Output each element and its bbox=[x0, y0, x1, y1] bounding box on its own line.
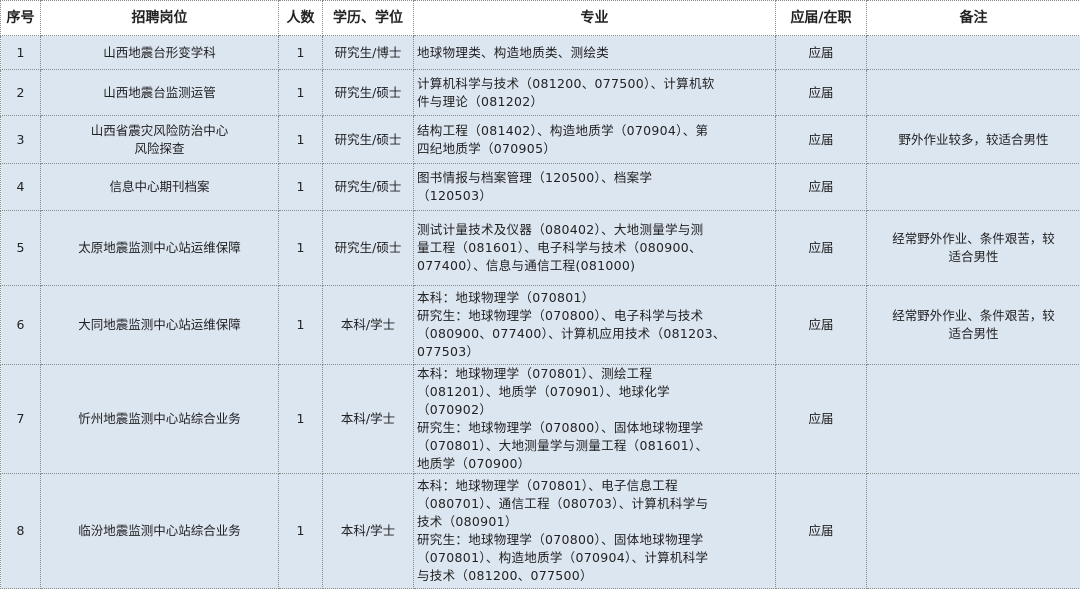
cell-major: 测试计量技术及仪器（080402）、大地测量学与测 量工程（081601）、电子… bbox=[414, 211, 776, 286]
cell-major: 计算机科学与技术（081200、077500）、计算机软 件与理论（081202… bbox=[414, 70, 776, 116]
cell-count: 1 bbox=[279, 116, 323, 164]
cell-status: 应届 bbox=[776, 116, 867, 164]
header-no: 序号 bbox=[1, 1, 41, 36]
cell-status: 应届 bbox=[776, 70, 867, 116]
cell-count: 1 bbox=[279, 365, 323, 474]
cell-note bbox=[867, 365, 1080, 474]
cell-status: 应届 bbox=[776, 211, 867, 286]
cell-no: 6 bbox=[1, 286, 41, 365]
header-note: 备注 bbox=[867, 1, 1080, 36]
cell-major: 本科：地球物理学（070801） 研究生：地球物理学（070800）、电子科学与… bbox=[414, 286, 776, 365]
cell-note bbox=[867, 164, 1080, 211]
cell-major: 地球物理类、构造地质类、测绘类 bbox=[414, 36, 776, 70]
cell-position: 信息中心期刊档案 bbox=[41, 164, 279, 211]
cell-degree: 本科/学士 bbox=[323, 286, 414, 365]
header-major: 专业 bbox=[414, 1, 776, 36]
cell-note: 经常野外作业、条件艰苦，较 适合男性 bbox=[867, 286, 1080, 365]
cell-note: 经常野外作业、条件艰苦，较 适合男性 bbox=[867, 211, 1080, 286]
cell-no: 8 bbox=[1, 474, 41, 589]
cell-no: 1 bbox=[1, 36, 41, 70]
cell-degree: 研究生/硕士 bbox=[323, 211, 414, 286]
cell-degree: 研究生/硕士 bbox=[323, 70, 414, 116]
cell-status: 应届 bbox=[776, 164, 867, 211]
cell-count: 1 bbox=[279, 474, 323, 589]
cell-degree: 研究生/硕士 bbox=[323, 164, 414, 211]
cell-major: 本科：地球物理学（070801）、电子信息工程 （080701）、通信工程（08… bbox=[414, 474, 776, 589]
cell-no: 3 bbox=[1, 116, 41, 164]
header-position: 招聘岗位 bbox=[41, 1, 279, 36]
header-row: 序号招聘岗位人数学历、学位专业应届/在职备注 bbox=[1, 1, 1080, 36]
cell-status: 应届 bbox=[776, 286, 867, 365]
cell-count: 1 bbox=[279, 36, 323, 70]
cell-position: 太原地震监测中心站运维保障 bbox=[41, 211, 279, 286]
cell-position: 山西省震灾风险防治中心 风险探查 bbox=[41, 116, 279, 164]
cell-count: 1 bbox=[279, 70, 323, 116]
cell-status: 应届 bbox=[776, 365, 867, 474]
cell-major: 结构工程（081402）、构造地质学（070904）、第 四纪地质学（07090… bbox=[414, 116, 776, 164]
cell-degree: 研究生/博士 bbox=[323, 36, 414, 70]
cell-degree: 本科/学士 bbox=[323, 365, 414, 474]
cell-no: 5 bbox=[1, 211, 41, 286]
cell-major: 本科：地球物理学（070801）、测绘工程 （081201）、地质学（07090… bbox=[414, 365, 776, 474]
cell-note: 野外作业较多，较适合男性 bbox=[867, 116, 1080, 164]
cell-note bbox=[867, 36, 1080, 70]
cell-no: 4 bbox=[1, 164, 41, 211]
header-status: 应届/在职 bbox=[776, 1, 867, 36]
header-degree: 学历、学位 bbox=[323, 1, 414, 36]
cell-degree: 研究生/硕士 bbox=[323, 116, 414, 164]
cell-no: 2 bbox=[1, 70, 41, 116]
cell-position: 山西地震台形变学科 bbox=[41, 36, 279, 70]
cell-position: 临汾地震监测中心站综合业务 bbox=[41, 474, 279, 589]
cell-position: 忻州地震监测中心站综合业务 bbox=[41, 365, 279, 474]
cell-position: 山西地震台监测运管 bbox=[41, 70, 279, 116]
cell-major: 图书情报与档案管理（120500）、档案学 （120503） bbox=[414, 164, 776, 211]
cell-position: 大同地震监测中心站运维保障 bbox=[41, 286, 279, 365]
cell-count: 1 bbox=[279, 286, 323, 365]
cell-count: 1 bbox=[279, 164, 323, 211]
cell-note bbox=[867, 70, 1080, 116]
cell-degree: 本科/学士 bbox=[323, 474, 414, 589]
cell-note bbox=[867, 474, 1080, 589]
cell-count: 1 bbox=[279, 211, 323, 286]
cell-no: 7 bbox=[1, 365, 41, 474]
cell-status: 应届 bbox=[776, 36, 867, 70]
header-count: 人数 bbox=[279, 1, 323, 36]
cell-status: 应届 bbox=[776, 474, 867, 589]
